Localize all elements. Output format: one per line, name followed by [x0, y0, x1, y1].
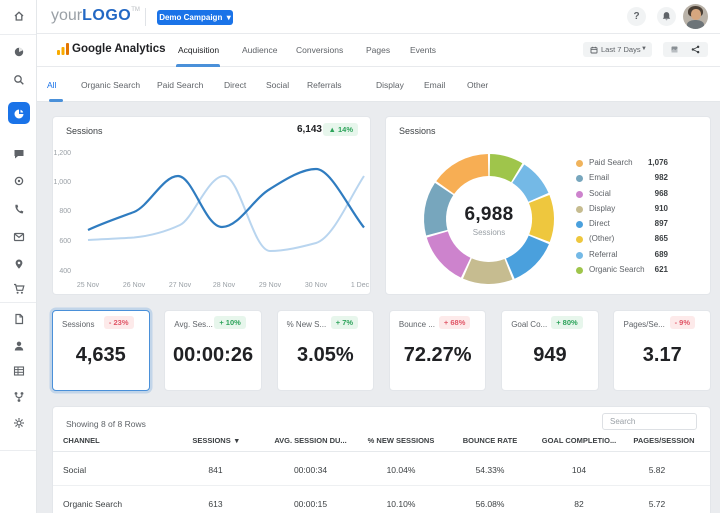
- svg-text:400: 400: [59, 268, 71, 275]
- svg-text:27 Nov: 27 Nov: [169, 282, 192, 289]
- svg-text:600: 600: [59, 238, 71, 245]
- svg-text:30 Nov: 30 Nov: [305, 282, 328, 289]
- svg-text:29 Nov: 29 Nov: [259, 282, 282, 289]
- svg-text:1,000: 1,000: [53, 179, 71, 186]
- svg-text:1 Dec: 1 Dec: [351, 282, 370, 289]
- svg-text:800: 800: [59, 208, 71, 215]
- svg-text:25 Nov: 25 Nov: [77, 282, 100, 289]
- svg-text:1,200: 1,200: [53, 150, 71, 157]
- svg-text:26 Nov: 26 Nov: [123, 282, 146, 289]
- svg-text:28 Nov: 28 Nov: [213, 282, 236, 289]
